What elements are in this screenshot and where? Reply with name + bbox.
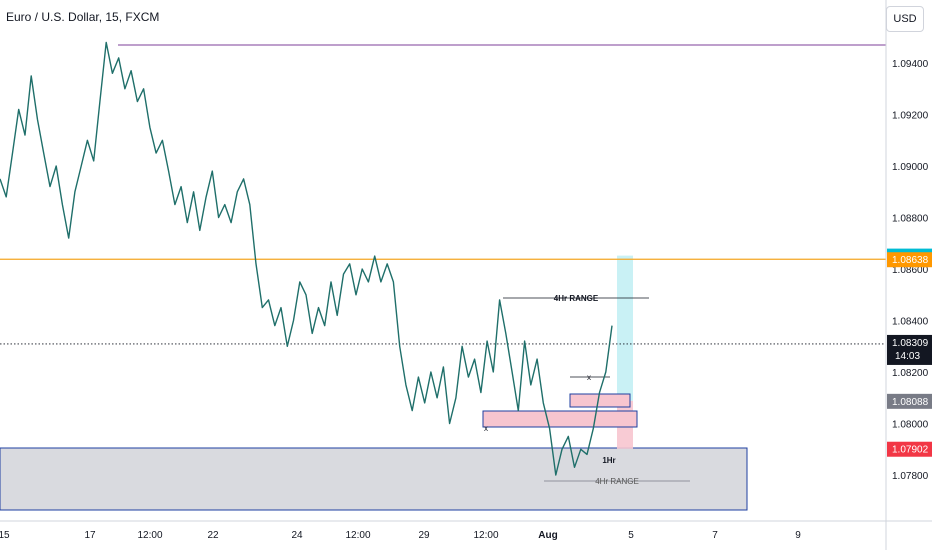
x-tick-label-2: 12:00 [137, 530, 162, 541]
price-tag-bg-1 [887, 252, 932, 268]
x-tick-label-9: 5 [628, 530, 634, 541]
price-tag-bg-2 [887, 334, 932, 365]
x-tick-label-6: 29 [418, 530, 430, 541]
price-tag-4: 1.07902 [892, 445, 929, 456]
annotation-1hr: 1Hr [602, 456, 615, 465]
y-tick-label-5: 1.08400 [892, 317, 929, 328]
currency-button[interactable]: USD [886, 6, 924, 32]
x-tick-label-5: 12:00 [345, 530, 370, 541]
y-tick-label-2: 1.09000 [892, 162, 929, 173]
chart-title: Euro / U.S. Dollar, 15, FXCM [6, 10, 160, 24]
price-tag-2: 1.08309 [892, 338, 929, 349]
price-series-line [0, 41, 613, 476]
x-tick-label-3: 22 [207, 530, 219, 541]
y-tick-label-7: 1.08000 [892, 420, 929, 431]
price-tag-bg-4 [887, 441, 932, 457]
x-tick-label-8: Aug [538, 530, 557, 541]
x-tick-label-7: 12:00 [473, 530, 498, 541]
x-tick-label-4: 24 [291, 530, 303, 541]
x-tick-label-0: 15 [0, 530, 10, 541]
y-tick-label-4: 1.08600 [892, 265, 929, 276]
y-tick-label-8: 1.07800 [892, 471, 929, 482]
demand-zone [0, 447, 748, 511]
x-tick-label-10: 7 [712, 530, 718, 541]
y-tick-label-6: 1.08200 [892, 368, 929, 379]
annotation-x-lower: x [484, 424, 488, 433]
countdown-label: 14:03 [895, 351, 920, 362]
x-tick-label-11: 9 [795, 530, 801, 541]
order-block-4hr [482, 410, 638, 428]
annotation-4hr-range-lower: 4Hr RANGE [595, 477, 639, 486]
price-tag-1: 1.08638 [892, 255, 929, 266]
price-tag-3: 1.08088 [892, 397, 929, 408]
y-tick-label-0: 1.09400 [892, 59, 929, 70]
annotation-4hr-range-upper: 4Hr RANGE [554, 294, 599, 303]
position-target-box [617, 255, 633, 401]
y-tick-label-1: 1.09200 [892, 111, 929, 122]
price-tag-bg-3 [887, 393, 932, 409]
order-block-1hr [569, 393, 631, 408]
y-tick-label-3: 1.08800 [892, 214, 929, 225]
annotation-x-upper: x [587, 373, 591, 382]
x-tick-label-1: 17 [84, 530, 96, 541]
